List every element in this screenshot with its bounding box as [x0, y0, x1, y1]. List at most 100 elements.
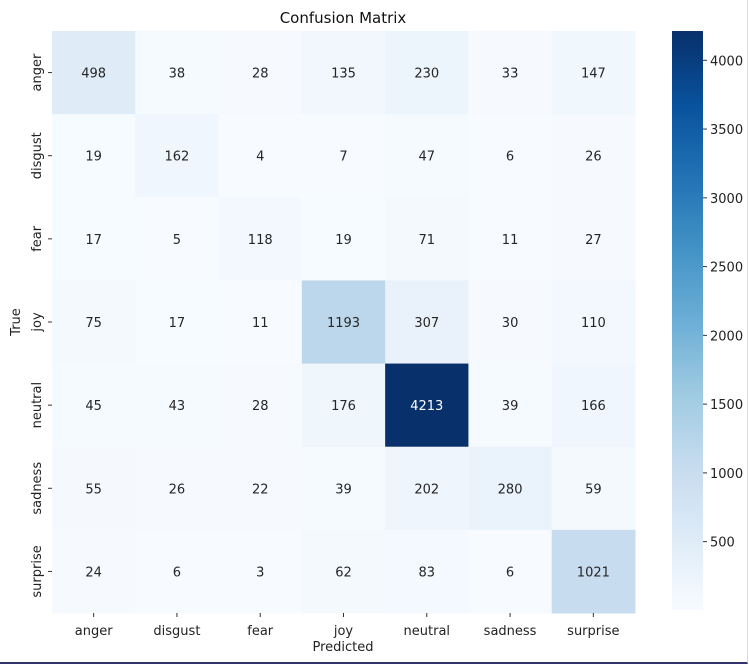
heatmap-cell — [551, 529, 636, 614]
x-axis-label: Predicted — [312, 640, 373, 655]
heatmap-cell — [385, 446, 469, 531]
x-axis-ticks: anger disgust fear joy neutral sadness surpris… — [75, 613, 620, 639]
cell-value-label: 6 — [506, 150, 514, 165]
heatmap-cell — [218, 197, 303, 281]
y-tick-label: neutral — [30, 382, 45, 429]
cell-value-label: 55 — [85, 482, 102, 497]
cell-value-label: 24 — [85, 565, 102, 580]
y-tick-label: joy — [30, 312, 45, 333]
cell-value-label: 110 — [581, 316, 606, 331]
cell-value-label: 17 — [169, 316, 186, 331]
cell-value-label: 11 — [252, 316, 269, 331]
cell-value-label: 118 — [248, 233, 273, 248]
y-tick-label: anger — [30, 53, 45, 91]
colorbar-tick-label: 2500 — [710, 261, 743, 276]
cell-value-label: 28 — [252, 67, 269, 82]
heatmap-cell — [468, 197, 553, 281]
cell-value-label: 30 — [502, 316, 519, 331]
heatmap-cell — [468, 363, 553, 448]
heatmap-cell — [218, 363, 303, 448]
cell-value-label: 7 — [339, 150, 347, 165]
heatmap-cell — [385, 197, 469, 281]
colorbar-tick-label: 4000 — [710, 54, 743, 69]
cell-value-label: 135 — [331, 67, 356, 82]
y-tick-label: surprise — [30, 545, 45, 597]
heatmap-cell — [301, 529, 386, 614]
heatmap-cell — [468, 280, 553, 365]
heatmap-cell — [52, 31, 136, 115]
cell-value-label: 39 — [335, 482, 352, 497]
colorbar-ticks: 500 1000 1500 2000 2500 3000 3500 4000 — [703, 54, 743, 551]
cell-value-label: 176 — [331, 399, 356, 414]
x-tick-label: surprise — [567, 624, 619, 639]
heatmap-cell — [468, 31, 553, 115]
x-tick-label: neutral — [404, 624, 451, 639]
cell-value-label: 26 — [169, 482, 186, 497]
cell-value-label: 45 — [85, 399, 102, 414]
colorbar-tick-label: 1000 — [710, 467, 743, 482]
heatmap-cell — [551, 31, 636, 115]
y-tick-label: disgust — [30, 132, 45, 179]
cell-value-label: 11 — [502, 233, 519, 248]
cell-value-label: 47 — [419, 150, 436, 165]
cell-value-label: 230 — [414, 67, 439, 82]
heatmap-cell — [135, 529, 220, 614]
cell-value-label: 6 — [506, 565, 514, 580]
chart-title: Confusion Matrix — [280, 9, 407, 27]
heatmap-cell — [52, 114, 136, 198]
heatmap-cell — [218, 446, 303, 531]
x-tick-label: anger — [75, 624, 113, 639]
cell-value-label: 59 — [585, 482, 602, 497]
cell-value-label: 83 — [419, 565, 436, 580]
cell-value-label: 38 — [169, 67, 186, 82]
colorbar-tick-label: 3000 — [710, 192, 743, 207]
heatmap-cell — [551, 363, 636, 448]
y-tick-label: fear — [30, 225, 45, 252]
heatmap-cell — [135, 363, 220, 448]
heatmap-cell — [301, 31, 386, 115]
heatmap-cell — [52, 363, 136, 448]
cell-value-label: 22 — [252, 482, 269, 497]
cell-value-label: 202 — [414, 482, 439, 497]
heatmap-cell — [301, 114, 386, 198]
colorbar-tick-label: 500 — [710, 536, 735, 551]
cell-value-label: 147 — [581, 67, 606, 82]
colorbar-tick-label: 1500 — [710, 398, 743, 413]
cell-value-label: 33 — [502, 67, 519, 82]
heatmap-cell — [551, 280, 636, 365]
cell-value-label: 19 — [85, 150, 102, 165]
heatmap-cell — [135, 31, 220, 115]
cell-value-label: 280 — [498, 482, 523, 497]
heatmap-cell — [385, 31, 469, 115]
y-axis-label: True — [9, 308, 24, 337]
heatmap-cell — [52, 197, 136, 281]
cell-value-label: 75 — [85, 316, 102, 331]
heatmap-cell — [468, 114, 553, 198]
cell-value-label: 43 — [169, 399, 186, 414]
heatmap-cell — [52, 529, 136, 614]
cell-value-label: 162 — [165, 150, 190, 165]
cell-value-label: 62 — [335, 565, 352, 580]
cell-value-label: 166 — [581, 399, 606, 414]
x-tick-label: fear — [247, 624, 274, 639]
cell-value-label: 6 — [173, 565, 181, 580]
cell-value-label: 28 — [252, 399, 269, 414]
heatmap-cell — [468, 529, 553, 614]
heatmap-cell — [301, 363, 386, 448]
heatmap-cell — [135, 114, 220, 198]
cell-value-label: 3 — [256, 565, 264, 580]
colorbar-tick-label: 3500 — [710, 123, 743, 138]
heatmap-cell — [551, 446, 636, 531]
heatmap-cell — [301, 280, 386, 365]
colorbar — [672, 31, 703, 610]
cell-value-label: 498 — [81, 67, 106, 82]
cell-value-label: 27 — [585, 233, 602, 248]
colorbar-tick-label: 2000 — [710, 329, 743, 344]
cell-value-label: 19 — [335, 233, 352, 248]
heatmap-cell — [385, 280, 469, 365]
heatmap-cell — [551, 114, 636, 198]
heatmap-cell — [52, 446, 136, 531]
y-axis-ticks: anger disgust fear joy neutral sadness surpris… — [30, 53, 52, 598]
